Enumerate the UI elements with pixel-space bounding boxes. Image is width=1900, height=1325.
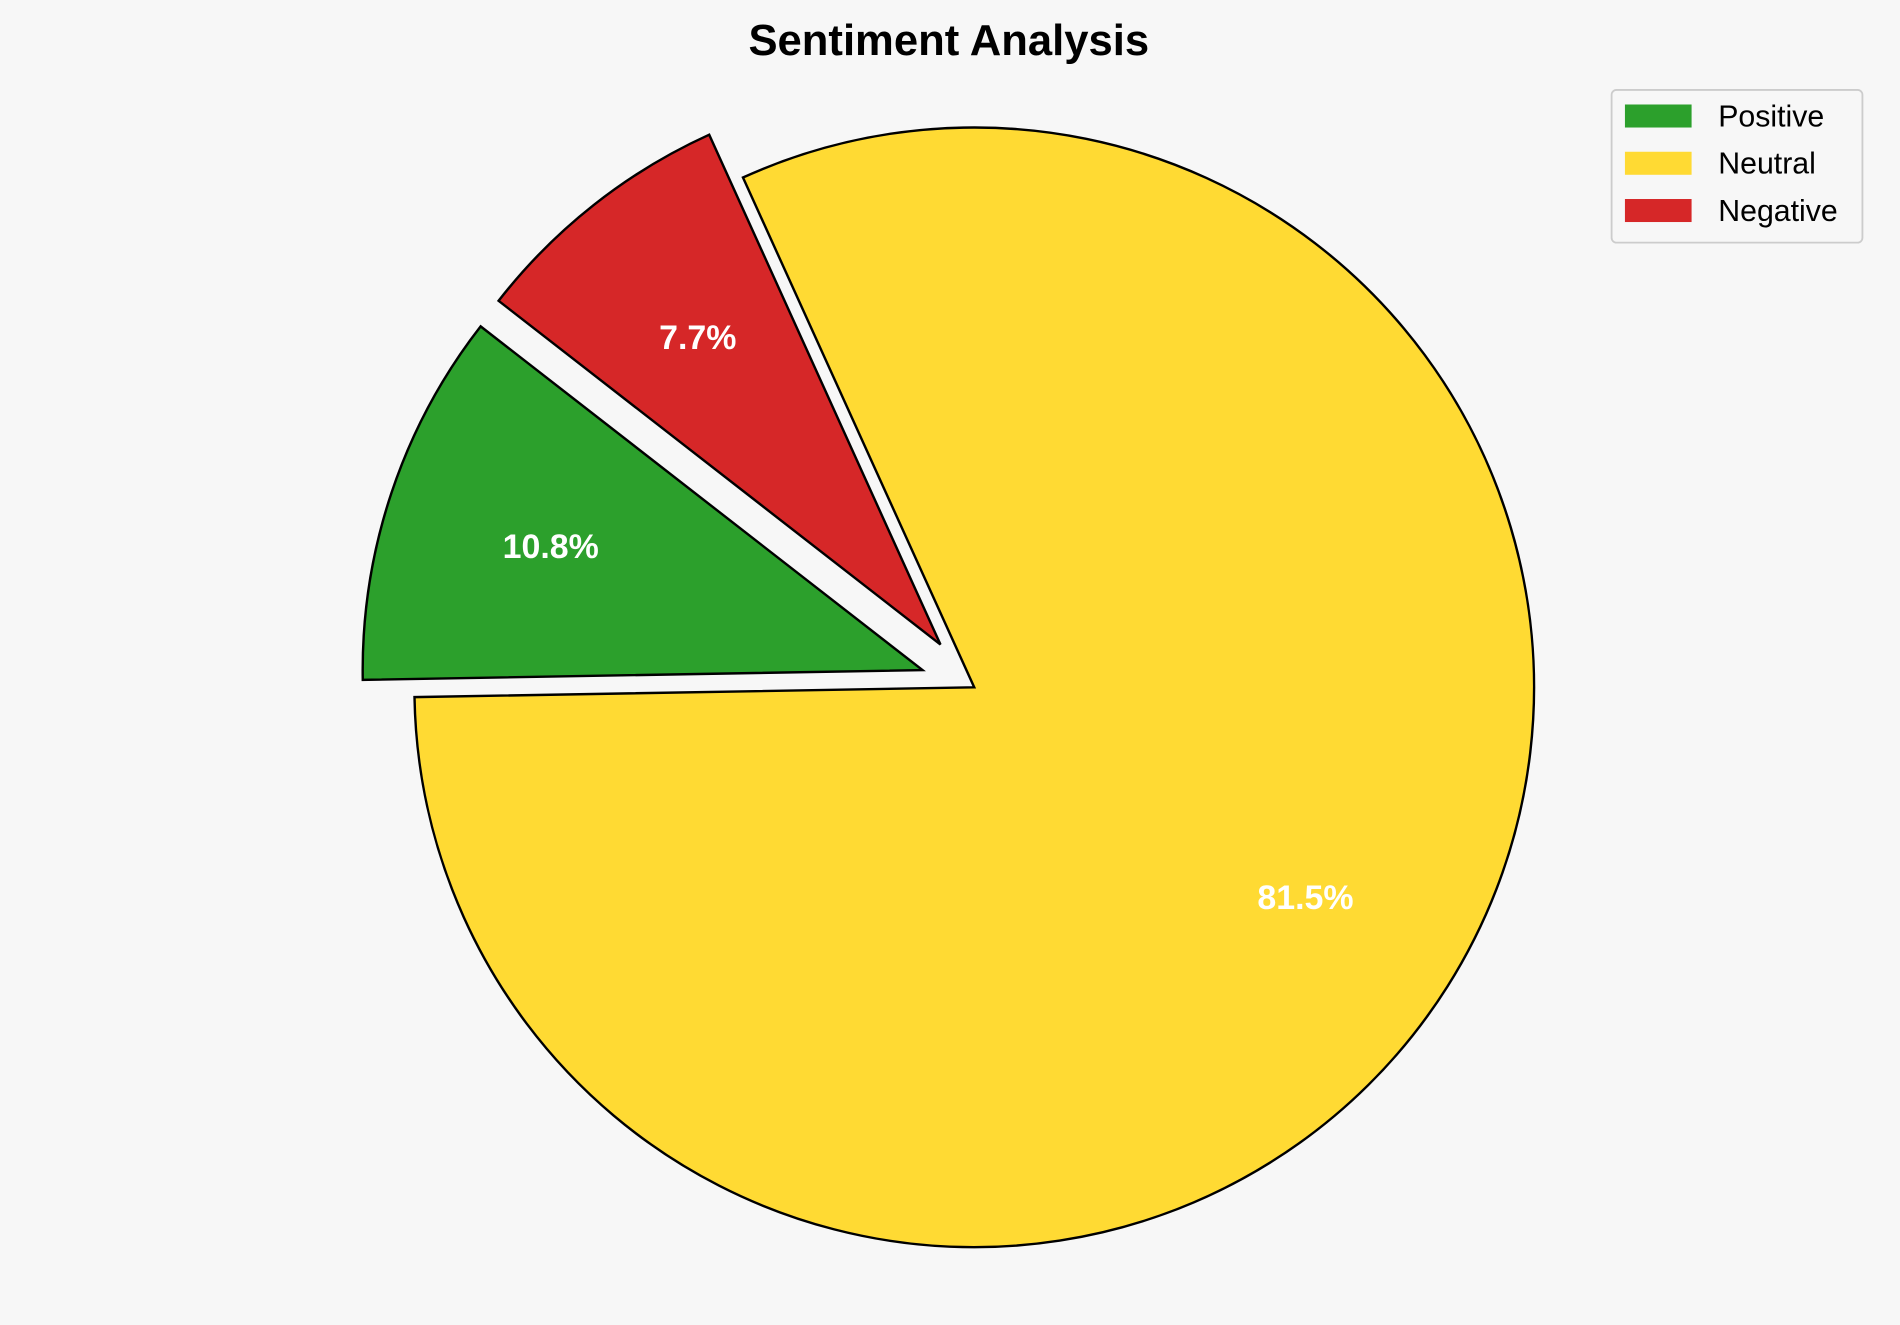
pie-slice-neutral — [413, 126, 1536, 1249]
pie-slice-negative — [496, 133, 942, 646]
chart-title: Sentiment Analysis — [748, 17, 1149, 65]
legend-swatch-negative — [1624, 199, 1692, 223]
slice-label-negative: 7.7% — [659, 319, 736, 357]
pie-slice-positive — [361, 324, 926, 682]
legend-swatch-neutral — [1624, 151, 1692, 175]
slice-label-neutral: 81.5% — [1257, 879, 1353, 917]
slice-label-positive: 10.8% — [503, 528, 599, 566]
legend-swatch-positive — [1624, 104, 1692, 128]
legend-label-negative: Negative — [1718, 195, 1838, 228]
legend-label-positive: Positive — [1718, 100, 1824, 133]
legend-label-neutral: Neutral — [1718, 148, 1816, 181]
legend: Positive Neutral Negative — [1610, 89, 1864, 244]
